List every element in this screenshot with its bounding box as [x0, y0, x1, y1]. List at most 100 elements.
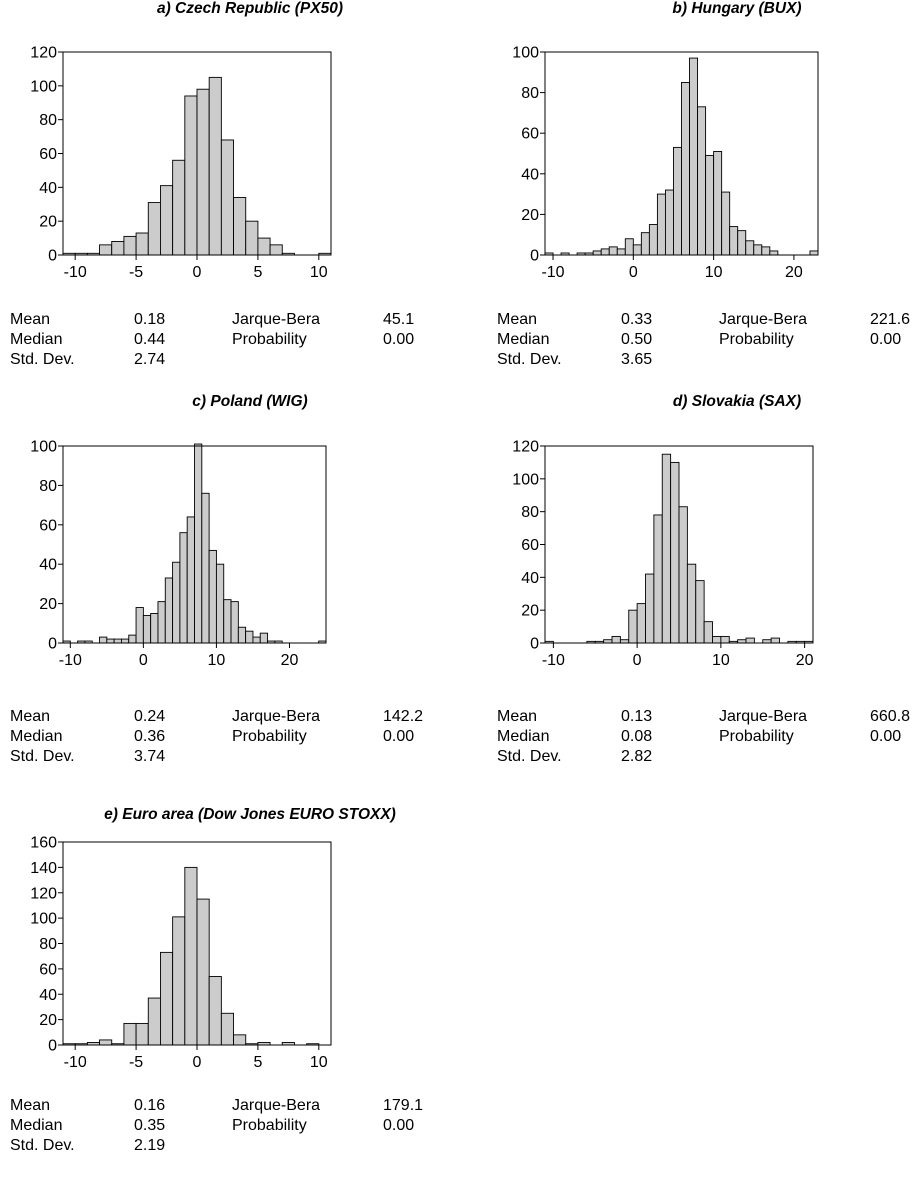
mean-value: 0.24 [134, 708, 166, 725]
histogram-bar [172, 159, 186, 256]
histogram-bar [194, 443, 203, 644]
std-dev-label: Std. Dev. [497, 748, 562, 765]
x-tick-label: 0 [193, 1054, 202, 1071]
histogram-bar [164, 577, 174, 644]
std-dev-value: 2.74 [134, 351, 166, 368]
histogram-bar [147, 997, 161, 1046]
jarque-bera-value: 660.8 [870, 708, 911, 725]
jarque-bera-label: Jarque-Bera [232, 311, 321, 328]
probability-value: 0.00 [383, 728, 415, 745]
histogram-bar [120, 638, 130, 644]
histogram-bar [769, 250, 779, 256]
mean-value: 0.13 [621, 708, 653, 725]
median-value: 0.50 [621, 331, 653, 348]
histogram-bar [99, 244, 113, 256]
histogram-bar [201, 492, 210, 644]
y-tick-label: 120 [30, 45, 57, 62]
y-tick-label: 60 [39, 146, 57, 163]
x-tick-label: -5 [129, 264, 143, 281]
histogram-bar [208, 76, 222, 256]
y-tick-label: 20 [39, 596, 57, 613]
y-tick-label: 60 [39, 517, 57, 534]
median-label: Median [10, 728, 63, 745]
y-tick-label: 20 [39, 1012, 57, 1029]
y-tick-label: 60 [521, 126, 539, 143]
x-tick-label: -10 [59, 652, 82, 669]
y-tick-label: 20 [39, 214, 57, 231]
chart-title: e) Euro area (Dow Jones EURO STOXX) [104, 806, 396, 823]
histogram-bar [111, 241, 125, 256]
y-tick-label: 40 [39, 180, 57, 197]
histogram-bar [729, 226, 739, 256]
std-dev-value: 3.65 [621, 351, 653, 368]
y-tick-label: 0 [48, 248, 57, 265]
y-tick-label: 40 [39, 557, 57, 574]
plot-frame [62, 445, 327, 644]
histogram-bar [128, 634, 137, 644]
histogram-bar [196, 88, 210, 256]
x-tick-label: 10 [712, 652, 730, 669]
median-value: 0.08 [621, 728, 653, 745]
std-dev-value: 2.19 [134, 1137, 166, 1154]
jarque-bera-value: 221.6 [870, 311, 911, 328]
histogram-bar [230, 601, 239, 644]
histogram-bar [223, 599, 232, 644]
histogram-bar [159, 951, 174, 1046]
median-label: Median [497, 331, 550, 348]
x-tick-label: 10 [705, 264, 723, 281]
histogram-bar [678, 506, 688, 644]
std-dev-label: Std. Dev. [10, 1137, 75, 1154]
jarque-bera-label: Jarque-Bera [719, 311, 808, 328]
histogram-panel-hungary: b) Hungary (BUX) 0 20 40 60 80 100 -10 0 10 20 Me… [487, 0, 924, 380]
y-tick-label: 100 [512, 45, 539, 62]
median-value: 0.36 [134, 728, 166, 745]
histogram-bar [632, 244, 642, 256]
histogram-bar [113, 638, 122, 644]
histogram-bar [689, 57, 699, 256]
median-label: Median [497, 728, 550, 745]
histogram-bar [184, 95, 198, 256]
probability-label: Probability [232, 1117, 307, 1134]
y-tick-label: 60 [39, 961, 57, 978]
std-dev-label: Std. Dev. [10, 748, 75, 765]
histogram-bar [670, 461, 680, 644]
x-tick-label: 5 [253, 1054, 262, 1071]
histogram-bar [761, 246, 771, 256]
y-tick-label: 100 [512, 471, 539, 488]
histogram-panel-czech-republic: a) Czech Republic (PX50) 0 20 40 60 80 100 120… [0, 0, 460, 380]
y-tick-label: 20 [521, 207, 539, 224]
histogram-bar [703, 621, 713, 644]
histogram-bar [245, 630, 254, 644]
histogram-bar [220, 1012, 234, 1046]
histogram-bar [721, 191, 731, 256]
x-tick-label: 0 [139, 652, 148, 669]
mean-label: Mean [497, 708, 538, 725]
histogram-bar [809, 250, 819, 256]
y-tick-label: 0 [48, 1038, 57, 1055]
histogram-bar [215, 563, 225, 644]
x-tick-label: 20 [281, 652, 299, 669]
x-tick-label: 20 [785, 264, 803, 281]
mean-label: Mean [497, 311, 538, 328]
histogram-bar [123, 1022, 137, 1046]
histogram-bar [157, 601, 166, 644]
histogram-bar [600, 248, 610, 256]
mean-label: Mean [10, 1097, 51, 1114]
histogram-bar [697, 106, 707, 256]
y-tick-label: 140 [30, 860, 57, 877]
median-value: 0.44 [134, 331, 166, 348]
histogram-panel-euro-area: e) Euro area (Dow Jones EURO STOXX) 0 20 4… [0, 806, 460, 1186]
histogram-bar [673, 146, 682, 256]
y-tick-label: 0 [48, 636, 57, 653]
x-tick-label: 0 [193, 264, 202, 281]
x-tick-label: -10 [64, 1054, 87, 1071]
y-tick-label: 100 [30, 78, 57, 95]
histogram-chart: 0 20 40 60 80 100 120 140 160 -10 -5 0 5 10 [30, 835, 332, 1071]
histogram-bar [648, 224, 658, 256]
histogram-bar [159, 185, 174, 256]
histogram-bar [636, 603, 646, 644]
histogram-bar [624, 238, 634, 256]
histogram-bar [737, 230, 747, 256]
